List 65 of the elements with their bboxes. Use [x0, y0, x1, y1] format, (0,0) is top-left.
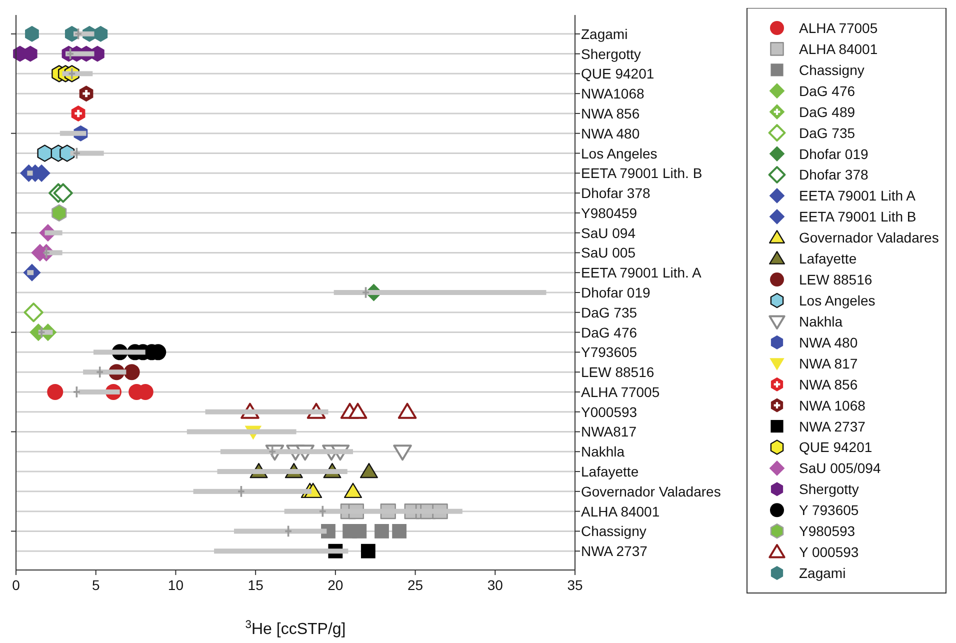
legend-label: EETA 79001 Lith A [799, 188, 916, 204]
y-tick-label: NWA 2737 [581, 543, 648, 560]
y-tick-label: Nakhla [581, 444, 625, 460]
legend-label: Y 793605 [799, 502, 859, 518]
legend-label: Chassigny [799, 62, 864, 78]
legend-label: DaG 476 [799, 82, 856, 99]
x-tick-label: 30 [487, 577, 504, 593]
x-tick-label: 35 [567, 577, 583, 593]
y-tick-label: SaU 094 [581, 224, 636, 241]
legend-label: Dhofar 378 [799, 166, 868, 183]
y-tick-label: EETA 79001 Lith. B [581, 165, 702, 182]
y-tick-label: EETA 79001 Lith. A [581, 264, 702, 281]
y-tick-label: Y000593 [581, 404, 638, 420]
y-tick-label: Los Angeles [581, 145, 658, 162]
legend-label: NWA 817 [799, 355, 858, 372]
legend-label: Shergotty [799, 481, 859, 498]
legend-label: NWA 2737 [799, 418, 866, 434]
legend-label: SaU 005/094 [799, 460, 881, 476]
legend-label: QUE 94201 [799, 439, 872, 456]
y-tick-label: Governador Valadares [581, 483, 721, 500]
y-tick-label: DaG 735 [581, 304, 638, 320]
legend-label: Zagami [799, 565, 846, 581]
y-tick-label: Shergotty [581, 46, 641, 62]
y-tick-label: NWA1068 [581, 86, 644, 102]
legend-label: Nakhla [799, 313, 843, 330]
x-axis-title: $^{3}$He [ccSTP/g] [245, 619, 346, 638]
legend-label: NWA 1068 [799, 397, 866, 414]
bar [27, 170, 33, 176]
y-tick-label: ALHA 77005 [581, 384, 660, 400]
x-tick-label: 5 [92, 577, 100, 593]
y-tick-label: LEW 88516 [581, 364, 654, 380]
y-tick-label: Y980459 [581, 204, 638, 221]
y-tick-label: Y793605 [581, 344, 638, 360]
x-tick-label: 20 [328, 577, 344, 593]
y-tick-label: NWA817 [581, 424, 637, 440]
legend-label: Los Angeles [799, 292, 876, 308]
y-tick-label: ALHA 84001 [581, 503, 660, 520]
y-tick-label: Chassigny [581, 523, 646, 540]
y-tick-label: Lafayette [581, 464, 639, 480]
y-tick-label: Dhofar 378 [581, 185, 650, 202]
y-tick-label: SaU 005 [581, 244, 636, 261]
legend-label: NWA 480 [799, 334, 858, 350]
legend-label: LEW 88516 [799, 272, 872, 288]
legend-label: Dhofar 019 [799, 146, 868, 162]
legend-label: Governador Valadares [799, 230, 939, 246]
x-tick-label: 0 [12, 577, 20, 593]
legend-label: DaG 489 [799, 104, 856, 120]
legend-label: ALHA 84001 [799, 40, 878, 57]
legend-label: NWA 856 [799, 376, 858, 392]
x-tick-label: 15 [248, 577, 264, 593]
y-tick-label: DaG 476 [581, 324, 638, 340]
bar [27, 270, 34, 276]
legend-label: ALHA 77005 [799, 20, 878, 36]
legend-label: Y980593 [799, 523, 856, 540]
legend-label: Y 000593 [799, 544, 859, 560]
legend-label: EETA 79001 Lith B [799, 208, 916, 225]
y-tick-label: NWA 480 [581, 125, 640, 142]
y-tick-label: Dhofar 019 [581, 284, 650, 300]
legend-label: DaG 735 [799, 124, 856, 141]
legend-label: Lafayette [799, 250, 857, 267]
y-tick-label: Zagami [581, 26, 628, 42]
y-tick-label: QUE 94201 [581, 66, 654, 82]
y-tick-label: NWA 856 [581, 105, 640, 122]
x-tick-label: 25 [407, 577, 424, 593]
x-tick-label: 10 [168, 577, 184, 593]
